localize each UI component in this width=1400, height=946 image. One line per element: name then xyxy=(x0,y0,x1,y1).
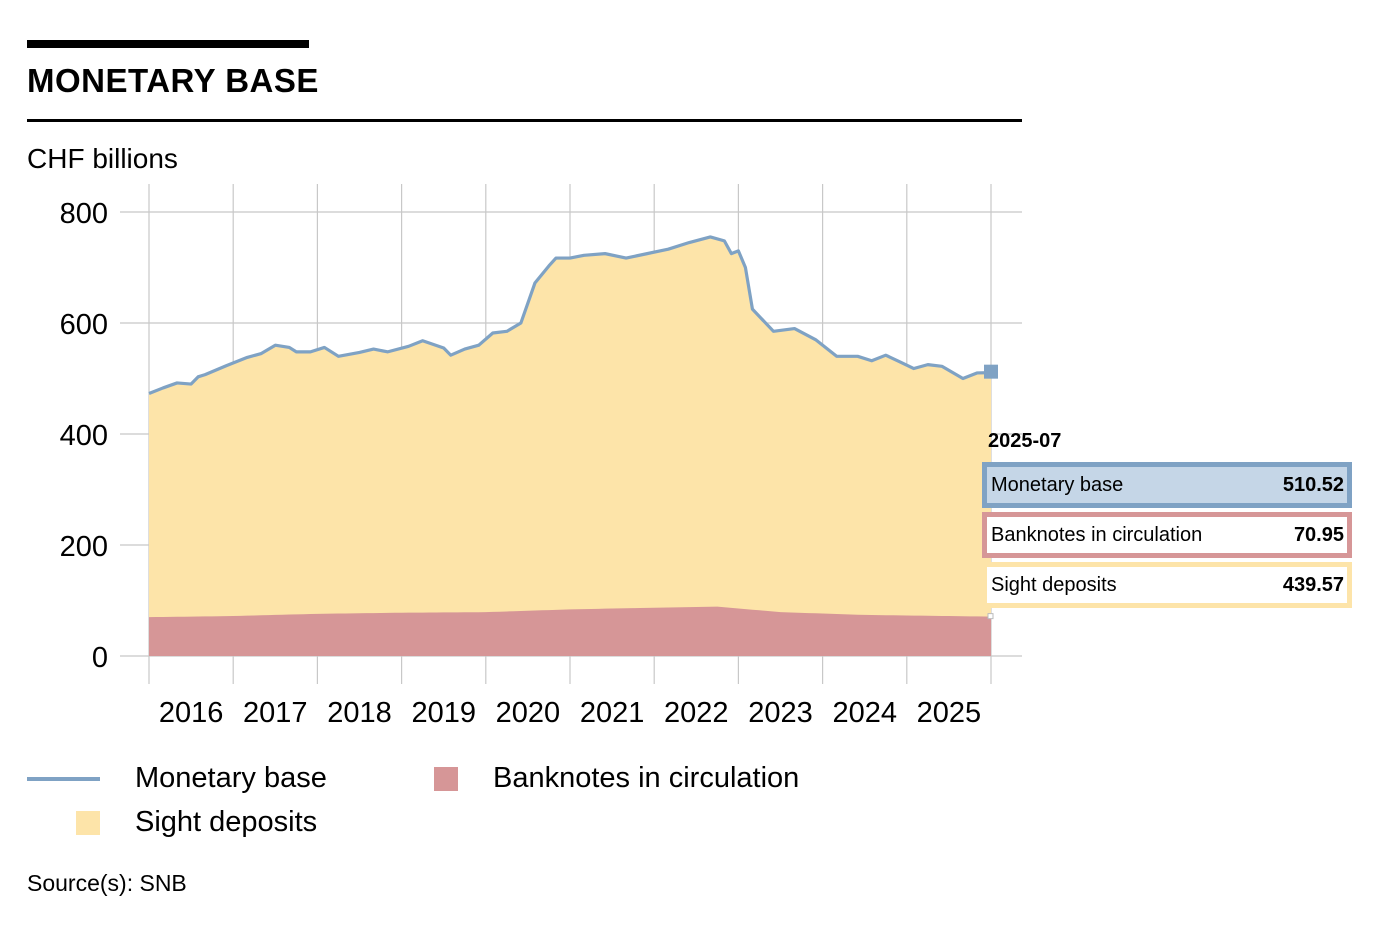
monetary-base-marker xyxy=(984,364,998,379)
chart-title: MONETARY BASE xyxy=(27,62,319,99)
tooltip-label: Banknotes in circulation xyxy=(991,523,1203,546)
tooltip-label: Sight deposits xyxy=(991,573,1117,596)
x-tick-label: 2016 xyxy=(159,697,224,729)
x-tick-label: 2023 xyxy=(748,697,813,729)
x-tick-label: 2019 xyxy=(411,697,476,729)
x-tick-label: 2021 xyxy=(580,697,645,729)
x-tick-label: 2018 xyxy=(327,697,392,729)
legend-label: Sight deposits xyxy=(135,806,318,838)
legend-item-sight-deposits[interactable]: Sight deposits xyxy=(76,806,317,839)
title-accent-bar xyxy=(27,40,309,48)
x-tick-label: 2017 xyxy=(243,697,308,729)
y-tick-label: 800 xyxy=(60,198,108,230)
tooltip-date: 2025-07 xyxy=(988,430,1062,452)
y-tick-label: 400 xyxy=(60,420,108,452)
legend-line-swatch xyxy=(27,776,100,781)
legend-box-swatch xyxy=(76,810,100,835)
tooltip-value: 70.95 xyxy=(1293,523,1344,546)
x-tick-label: 2024 xyxy=(832,697,897,729)
legend-label: Monetary base xyxy=(135,762,327,794)
tooltip-value: 510.52 xyxy=(1282,473,1344,496)
y-tick-label: 200 xyxy=(60,531,108,563)
banknotes-marker xyxy=(987,613,994,620)
y-axis-unit-label: CHF billions xyxy=(27,143,178,174)
source-note: Source(s): SNB xyxy=(27,870,187,896)
banknotes-area xyxy=(149,606,991,656)
data-tooltip: 2025-07 Monetary base 510.52 Banknotes i… xyxy=(982,430,1352,612)
legend-box-swatch xyxy=(434,766,458,791)
y-tick-label: 600 xyxy=(60,309,108,341)
tooltip-label: Monetary base xyxy=(991,473,1124,496)
tooltip-value: 439.57 xyxy=(1282,573,1344,596)
tooltip-row-monetary-base: Monetary base 510.52 xyxy=(982,462,1352,508)
x-tick-label: 2020 xyxy=(496,697,561,729)
tooltip-row-banknotes: Banknotes in circulation 70.95 xyxy=(982,512,1352,558)
x-tick-label: 2022 xyxy=(664,697,729,729)
chart-lines xyxy=(148,235,998,620)
tooltip-row-sight-deposits: Sight deposits 439.57 xyxy=(982,562,1352,608)
title-divider xyxy=(27,119,1022,122)
legend-item-banknotes[interactable]: Banknotes in circulation xyxy=(434,762,799,795)
chart-areas xyxy=(149,236,991,656)
axis-labels: 0 200 400 600 800 2016 2017 2018 2019 2020 2021 202… xyxy=(60,198,982,729)
monetary-base-line xyxy=(148,235,992,395)
y-tick-label: 0 xyxy=(92,642,108,674)
sight-deposits-area xyxy=(149,236,991,656)
legend-item-monetary-base[interactable]: Monetary base xyxy=(27,762,327,795)
x-tick-label: 2025 xyxy=(917,697,982,729)
legend-label: Banknotes in circulation xyxy=(493,762,800,794)
